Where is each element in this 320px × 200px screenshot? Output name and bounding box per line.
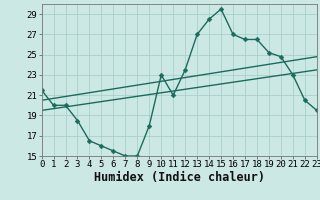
X-axis label: Humidex (Indice chaleur): Humidex (Indice chaleur) bbox=[94, 171, 265, 184]
